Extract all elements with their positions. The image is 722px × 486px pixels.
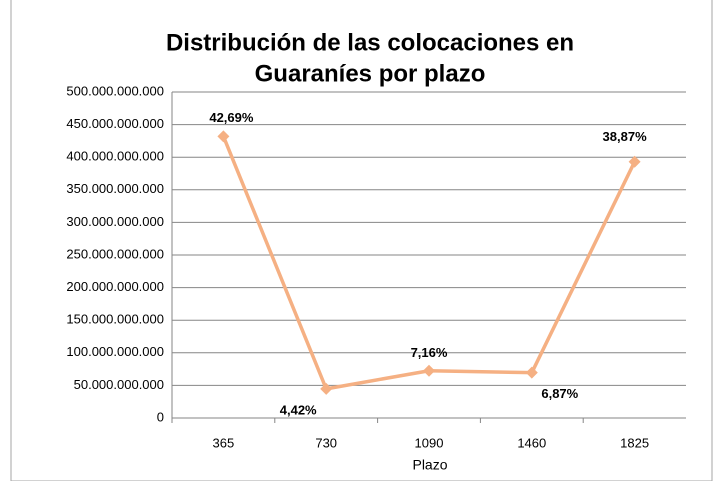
- data-label: 7,16%: [411, 345, 448, 360]
- marker: [217, 130, 230, 143]
- y-tick-label: 500.000.000.000: [66, 83, 164, 98]
- y-tick-label: 0: [157, 409, 164, 424]
- y-tick-label: 100.000.000.000: [66, 344, 164, 359]
- data-label: 42,69%: [209, 110, 254, 125]
- marker: [525, 366, 538, 379]
- marker: [628, 155, 641, 168]
- y-tick-label: 450.000.000.000: [66, 116, 164, 131]
- y-tick-label: 300.000.000.000: [66, 214, 164, 229]
- data-label: 38,87%: [603, 129, 648, 144]
- x-tick-label: 1825: [620, 435, 649, 450]
- data-label: 4,42%: [280, 402, 317, 417]
- x-tick-label: 730: [315, 435, 337, 450]
- x-tick-label: 365: [213, 435, 235, 450]
- x-axis-label: Plazo: [412, 457, 447, 473]
- y-tick-label: 350.000.000.000: [66, 181, 164, 196]
- y-tick-label: 400.000.000.000: [66, 149, 164, 164]
- y-tick-label: 150.000.000.000: [66, 312, 164, 327]
- chart-title: Guaraníes por plazo: [255, 60, 486, 87]
- marker: [423, 364, 435, 377]
- marker: [320, 382, 333, 395]
- y-tick-label: 200.000.000.000: [66, 279, 164, 294]
- chart-title: Distribución de las colocaciones en: [166, 29, 574, 56]
- y-tick-label: 50.000.000.000: [74, 377, 164, 392]
- y-tick-label: 250.000.000.000: [66, 246, 164, 261]
- x-tick-label: 1090: [415, 435, 444, 450]
- x-tick-label: 1460: [517, 435, 546, 450]
- data-label: 6,87%: [541, 386, 578, 401]
